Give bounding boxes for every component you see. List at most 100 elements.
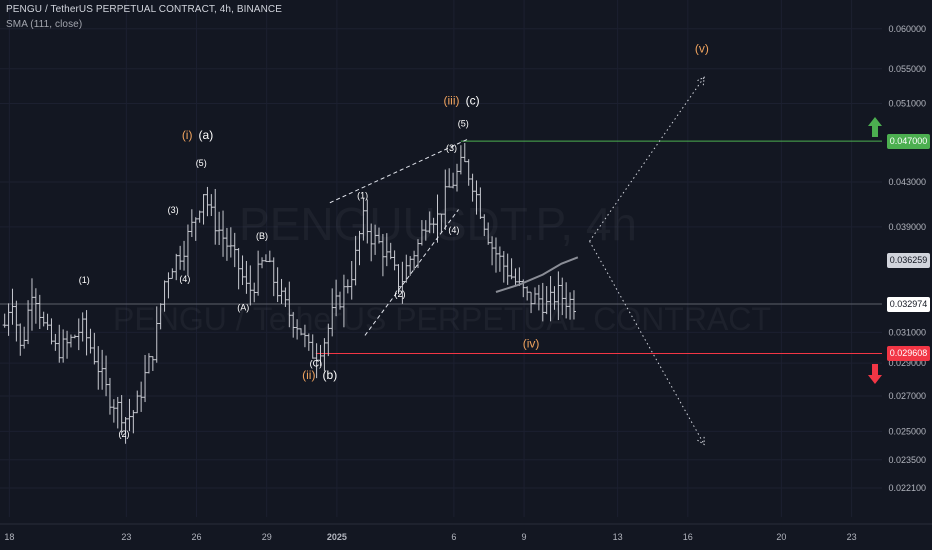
wave-label[interactable]: (iii) (444, 93, 460, 107)
candle[interactable] (552, 286, 557, 310)
candle[interactable] (6, 303, 11, 336)
candle[interactable] (158, 303, 163, 330)
candle[interactable] (419, 220, 424, 246)
candle[interactable] (490, 236, 495, 266)
candle[interactable] (540, 282, 545, 322)
candle[interactable] (72, 334, 77, 339)
candle[interactable] (291, 311, 296, 338)
candle[interactable] (462, 142, 467, 163)
channel-trendline[interactable] (364, 209, 459, 336)
candle[interactable] (470, 173, 475, 202)
wave-label[interactable]: (3) (446, 143, 457, 153)
candle[interactable] (131, 410, 136, 434)
wave-label[interactable]: (C) (310, 358, 323, 368)
wave-label[interactable]: (a) (199, 128, 214, 142)
candle[interactable] (127, 398, 132, 432)
candle[interactable] (365, 199, 370, 244)
candle[interactable] (529, 291, 534, 314)
candle[interactable] (92, 332, 97, 365)
projection-path[interactable] (589, 240, 705, 445)
candle[interactable] (564, 282, 569, 319)
candle[interactable] (154, 306, 159, 363)
candle[interactable] (447, 168, 452, 188)
candle[interactable] (295, 319, 300, 340)
candle[interactable] (279, 278, 284, 304)
candle[interactable] (240, 255, 245, 286)
candle[interactable] (532, 287, 537, 305)
candle[interactable] (377, 227, 382, 244)
candle[interactable] (49, 318, 54, 345)
sma-111-line[interactable] (495, 256, 579, 293)
candle[interactable] (361, 198, 366, 241)
candle[interactable] (525, 286, 530, 301)
wave-label[interactable]: (B) (256, 231, 268, 241)
sma-indicator-legend[interactable]: SMA (111, close) (6, 19, 83, 30)
wave-label[interactable]: (5) (196, 158, 207, 168)
candle[interactable] (213, 188, 218, 245)
candle[interactable] (45, 313, 50, 331)
wave-label[interactable]: (v) (695, 41, 709, 55)
candle[interactable] (84, 310, 89, 356)
candle[interactable] (174, 253, 179, 281)
candle[interactable] (205, 186, 210, 217)
candle[interactable] (275, 267, 280, 303)
wave-label[interactable]: (2) (118, 429, 129, 439)
candle[interactable] (314, 343, 319, 379)
candle[interactable] (505, 253, 510, 285)
candle[interactable] (170, 268, 175, 279)
price-badge[interactable]: 0.036259 (887, 252, 930, 268)
candle[interactable] (260, 257, 265, 269)
candle[interactable] (107, 377, 112, 415)
candle[interactable] (193, 217, 198, 241)
candle[interactable] (10, 288, 15, 325)
candle[interactable] (162, 280, 167, 312)
candle[interactable] (88, 328, 93, 354)
candle[interactable] (224, 227, 229, 261)
candle[interactable] (104, 355, 109, 397)
candle[interactable] (571, 290, 576, 320)
candle[interactable] (357, 230, 362, 266)
wave-label[interactable]: (4) (448, 225, 459, 235)
candle[interactable] (431, 217, 436, 234)
candle[interactable] (119, 395, 124, 436)
candle[interactable] (560, 277, 565, 316)
candle[interactable] (197, 210, 202, 223)
candle[interactable] (544, 286, 549, 315)
candle[interactable] (466, 159, 471, 186)
candle[interactable] (267, 250, 272, 263)
candle[interactable] (326, 323, 331, 357)
candle[interactable] (458, 145, 463, 175)
wave-label[interactable]: (1) (79, 275, 90, 285)
candle[interactable] (517, 267, 522, 286)
wave-label[interactable]: (b) (323, 368, 338, 382)
candle[interactable] (18, 323, 23, 356)
candle[interactable] (338, 291, 343, 310)
candle[interactable] (135, 390, 140, 414)
candle[interactable] (150, 356, 155, 371)
price-axis[interactable]: 0.060000 0.055000 0.051000 0.043000 0.039000… (888, 24, 926, 493)
candle[interactable] (209, 194, 214, 217)
candle[interactable] (221, 210, 226, 257)
candle[interactable] (299, 328, 304, 336)
candle[interactable] (380, 233, 385, 277)
candle[interactable] (37, 294, 42, 329)
candle[interactable] (423, 220, 428, 241)
candle[interactable] (454, 163, 459, 192)
candle[interactable] (486, 222, 491, 245)
candle[interactable] (322, 338, 327, 372)
candle[interactable] (353, 235, 358, 286)
candle[interactable] (29, 278, 34, 331)
candle[interactable] (536, 284, 541, 311)
candle[interactable] (509, 258, 514, 280)
candle[interactable] (474, 180, 479, 215)
candle[interactable] (408, 256, 413, 276)
wave-label[interactable]: (A) (237, 303, 249, 313)
candle[interactable] (388, 242, 393, 260)
candle[interactable] (76, 318, 81, 351)
candle[interactable] (123, 416, 128, 444)
candle[interactable] (330, 288, 335, 337)
candle[interactable] (80, 312, 85, 342)
price-badge[interactable]: 0.029608 (887, 346, 930, 362)
candle[interactable] (478, 187, 483, 219)
